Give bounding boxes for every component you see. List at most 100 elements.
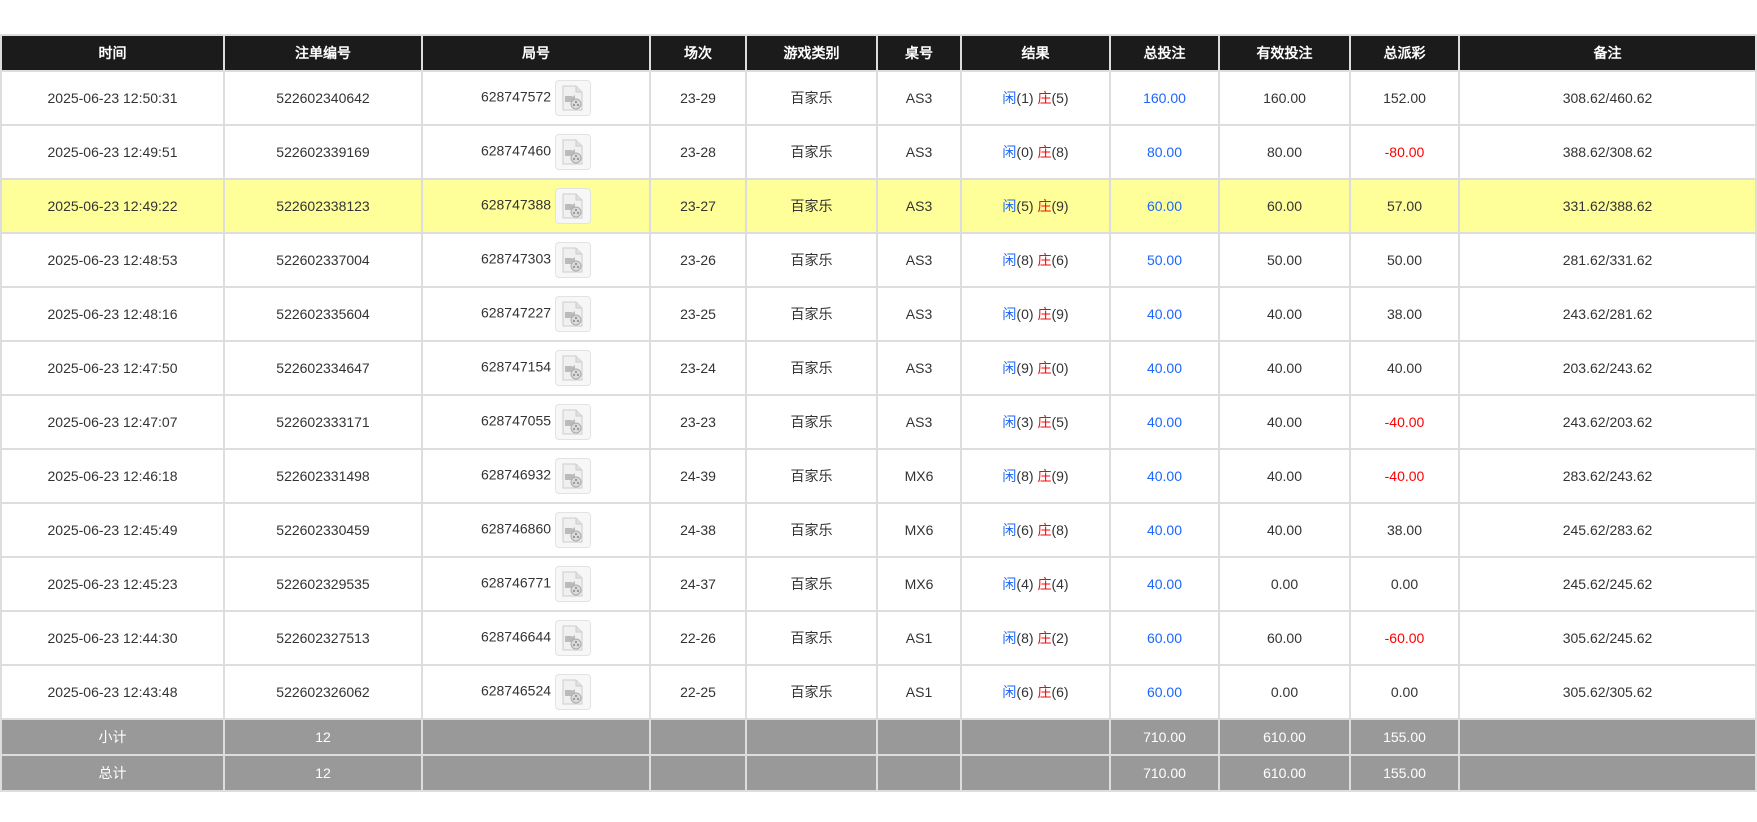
cell-game-type: 百家乐 <box>745 664 878 720</box>
video-replay-icon[interactable] <box>555 350 592 386</box>
cell-valid-bet: 160.00 <box>1218 70 1351 126</box>
cell-total-bet: 40.00 <box>1109 340 1220 396</box>
total-bet-value: 160.00 <box>1143 90 1186 106</box>
player-label: 闲 <box>1002 576 1017 592</box>
video-replay-icon[interactable] <box>555 188 592 224</box>
shoe-value: 22-26 <box>680 630 716 646</box>
cell-payout: -40.00 <box>1349 394 1460 450</box>
video-replay-icon[interactable] <box>555 674 592 710</box>
player-label: 闲 <box>1002 522 1017 538</box>
cell-table-no: MX6 <box>876 448 962 504</box>
cell-note: 243.62/281.62 <box>1458 286 1757 342</box>
cell-result: 闲(4) 庄(4) <box>960 556 1111 612</box>
shoe-value: 23-23 <box>680 414 716 430</box>
valid-bet-value: 0.00 <box>1270 576 1299 592</box>
video-replay-icon[interactable] <box>555 242 592 278</box>
valid-bet-value: 60.00 <box>1266 630 1303 646</box>
shoe-value: 23-29 <box>680 90 716 106</box>
cell-shoe: 23-24 <box>649 340 747 396</box>
cell-note: 203.62/243.62 <box>1458 340 1757 396</box>
column-header-valid-bet: 有效投注 <box>1218 34 1351 72</box>
banker-score: (6) <box>1051 684 1069 700</box>
cell-round: 628746524 <box>421 664 651 720</box>
cell-note: 245.62/283.62 <box>1458 502 1757 558</box>
cell-note: 388.62/308.62 <box>1458 124 1757 180</box>
bet-id-value: 522602330459 <box>276 522 370 538</box>
banker-score: (5) <box>1051 90 1069 106</box>
cell-result: 闲(6) 庄(8) <box>960 502 1111 558</box>
footer-cell-shoe <box>649 754 747 792</box>
cell-time: 2025-06-23 12:47:07 <box>0 394 225 450</box>
note-value: 245.62/245.62 <box>1562 576 1653 592</box>
cell-time: 2025-06-23 12:50:31 <box>0 70 225 126</box>
column-header-game-type: 游戏类别 <box>745 34 878 72</box>
time-value: 2025-06-23 12:48:53 <box>47 252 178 268</box>
cell-note: 283.62/243.62 <box>1458 448 1757 504</box>
video-replay-icon[interactable] <box>555 296 592 332</box>
cell-payout: 38.00 <box>1349 502 1460 558</box>
cell-shoe: 23-23 <box>649 394 747 450</box>
cell-bet-id: 522602334647 <box>223 340 423 396</box>
player-score: (3) <box>1016 414 1034 430</box>
footer-cell-table-no <box>876 754 962 792</box>
round-value: 628747154 <box>480 358 552 375</box>
cell-time: 2025-06-23 12:43:48 <box>0 664 225 720</box>
bet-id-value: 522602340642 <box>276 90 370 106</box>
video-replay-icon[interactable] <box>555 512 592 548</box>
table-no-value: AS3 <box>905 90 933 106</box>
cell-game-type: 百家乐 <box>745 70 878 126</box>
cell-valid-bet: 40.00 <box>1218 340 1351 396</box>
cell-shoe: 24-39 <box>649 448 747 504</box>
note-value: 305.62/245.62 <box>1562 630 1653 646</box>
grand-total-row: 总计 12 710.00 610.00 155.00 <box>0 754 1757 792</box>
round-value: 628746524 <box>480 682 552 699</box>
game-type-value: 百家乐 <box>790 522 833 538</box>
cell-result: 闲(8) 庄(2) <box>960 610 1111 666</box>
subtotal-row: 小计 12 710.00 610.00 155.00 <box>0 718 1757 756</box>
player-label: 闲 <box>1002 198 1017 214</box>
column-header-table-no: 桌号 <box>876 34 962 72</box>
round-value: 628746932 <box>480 466 552 483</box>
time-value: 2025-06-23 12:48:16 <box>47 306 178 322</box>
column-header-bet-id: 注单编号 <box>223 34 423 72</box>
column-header-payout: 总派彩 <box>1349 34 1460 72</box>
payout-value: -40.00 <box>1384 414 1425 430</box>
cell-shoe: 23-28 <box>649 124 747 180</box>
cell-total-bet: 60.00 <box>1109 664 1220 720</box>
banker-label: 庄 <box>1037 630 1052 646</box>
video-replay-icon[interactable] <box>555 620 592 656</box>
footer-cell-note <box>1458 754 1757 792</box>
shoe-value: 23-28 <box>680 144 716 160</box>
banker-label: 庄 <box>1037 684 1052 700</box>
banker-score: (8) <box>1051 144 1069 160</box>
bet-id-value: 522602331498 <box>276 468 370 484</box>
player-score: (6) <box>1016 684 1034 700</box>
table-no-value: AS3 <box>905 252 933 268</box>
cell-time: 2025-06-23 12:49:51 <box>0 124 225 180</box>
player-label: 闲 <box>1002 306 1017 322</box>
footer-cell-result <box>960 718 1111 756</box>
player-label: 闲 <box>1002 468 1017 484</box>
table-no-value: AS3 <box>905 198 933 214</box>
table-no-value: AS3 <box>905 306 933 322</box>
table-row: 2025-06-23 12:44:30 522602327513 628746644… <box>0 610 1757 666</box>
bet-id-value: 522602326062 <box>276 684 370 700</box>
table-no-value: MX6 <box>904 468 934 484</box>
footer-cell-round <box>421 754 651 792</box>
cell-payout: 0.00 <box>1349 556 1460 612</box>
video-replay-icon[interactable] <box>555 80 592 116</box>
table-row: 2025-06-23 12:49:51 522602339169 628747460… <box>0 124 1757 180</box>
cell-table-no: AS3 <box>876 286 962 342</box>
cell-total-bet: 60.00 <box>1109 610 1220 666</box>
video-replay-icon[interactable] <box>555 566 592 602</box>
table-no-value: MX6 <box>904 576 934 592</box>
cell-bet-id: 522602326062 <box>223 664 423 720</box>
game-type-value: 百家乐 <box>790 630 833 646</box>
video-replay-icon[interactable] <box>555 458 592 494</box>
table-row: 2025-06-23 12:50:31 522602340642 628747572… <box>0 70 1757 126</box>
video-replay-icon[interactable] <box>555 134 592 170</box>
game-type-value: 百家乐 <box>790 576 833 592</box>
cell-shoe: 24-37 <box>649 556 747 612</box>
video-replay-icon[interactable] <box>555 404 592 440</box>
payout-value: 38.00 <box>1386 522 1423 538</box>
